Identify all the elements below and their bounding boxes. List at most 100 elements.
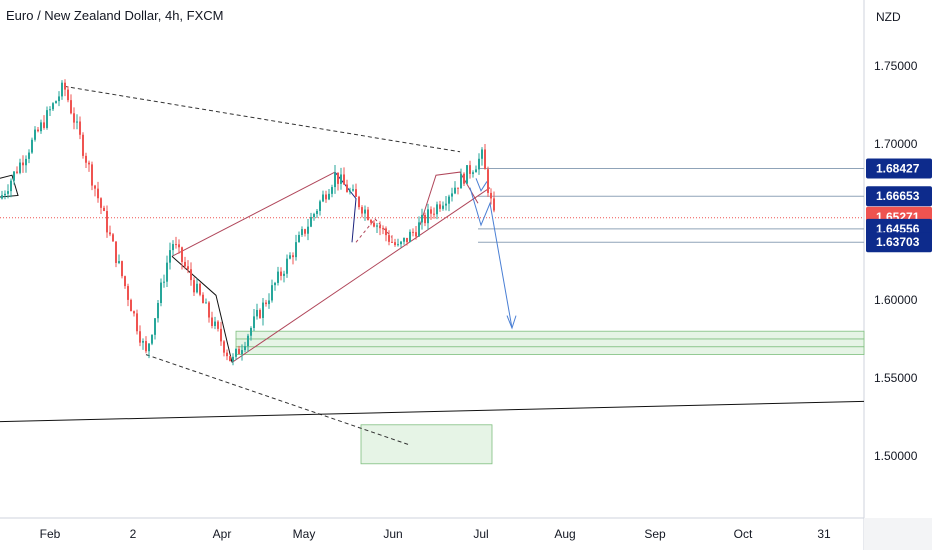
candle-body: [274, 282, 276, 286]
upper-trendline: [63, 85, 461, 153]
candle-body: [244, 346, 246, 351]
price-tick-label: 1.60000: [874, 293, 918, 307]
target-zone: [235, 346, 865, 355]
candle-body: [214, 321, 216, 327]
candle-body: [439, 204, 441, 209]
time-tick-label: 2: [130, 527, 137, 541]
time-tick-label: Aug: [554, 527, 575, 541]
candle-body: [151, 334, 153, 344]
candle-body: [352, 189, 354, 191]
candle-body: [268, 300, 270, 305]
pattern-top: [419, 171, 479, 226]
candle-body: [427, 209, 429, 224]
candle-body: [49, 109, 51, 111]
candle-body: [295, 242, 297, 258]
currency-label: NZD: [876, 10, 901, 24]
candle-body: [283, 273, 285, 276]
candle-body: [7, 191, 9, 194]
channel-lower: [231, 187, 491, 363]
candle-body: [349, 190, 351, 193]
candle-body: [43, 122, 45, 128]
candle-body: [379, 225, 381, 229]
time-tick-label: Jul: [473, 527, 488, 541]
candle-body: [94, 185, 96, 189]
candle-body: [400, 241, 402, 245]
candle-body: [259, 310, 261, 318]
candle-body: [130, 299, 132, 312]
candle-body: [64, 82, 66, 90]
candle-body: [448, 196, 450, 204]
candle-body: [298, 234, 300, 243]
time-tick-label: Feb: [40, 527, 61, 541]
level-badge: [866, 158, 932, 179]
candle-body: [313, 213, 315, 218]
candle-body: [133, 311, 135, 314]
candle-body: [88, 162, 90, 165]
candle-body: [253, 316, 255, 328]
candle-body: [223, 341, 225, 353]
candle-body: [241, 350, 243, 354]
candle-body: [40, 122, 42, 132]
candle-body: [19, 162, 21, 173]
candle-body: [484, 149, 486, 170]
candle-body: [493, 198, 495, 211]
candle-body: [472, 172, 474, 174]
candle-body: [124, 276, 126, 287]
price-axis[interactable]: 1.75000 1.70000 1.60000 1.55000 1.50000: [874, 59, 918, 463]
candle-body: [97, 188, 99, 199]
time-tick-label: May: [293, 527, 316, 541]
candle-body: [292, 255, 294, 258]
candle-body: [385, 228, 387, 236]
candle-body: [145, 341, 147, 352]
candle-body: [373, 222, 375, 227]
candle-body: [301, 229, 303, 235]
candle-body: [217, 321, 219, 329]
candle-body: [409, 231, 411, 243]
candle-body: [13, 171, 15, 181]
candle-body: [490, 192, 492, 199]
candle-body: [238, 348, 240, 354]
candle-body: [316, 210, 318, 214]
drawings: [0, 85, 865, 446]
time-axis[interactable]: Feb 2 Apr May Jun Jul Aug Sep Oct 31: [40, 527, 831, 541]
candle-body: [106, 210, 108, 233]
candle-body: [25, 158, 27, 166]
candle-body: [220, 328, 222, 342]
time-tick-label: Oct: [734, 527, 753, 541]
candle-body: [112, 234, 114, 242]
candle-body: [55, 101, 57, 104]
candle-body: [169, 250, 171, 263]
candle-body: [460, 173, 462, 189]
target-zone: [360, 424, 493, 465]
candle-body: [340, 174, 342, 184]
lower-trendline: [145, 354, 411, 446]
candle-body: [136, 313, 138, 332]
candle-body: [178, 244, 180, 248]
candle-body: [103, 207, 105, 211]
candle-body: [211, 317, 213, 327]
candle-body: [10, 180, 12, 192]
candle-body: [226, 352, 228, 357]
candle-body: [172, 244, 174, 251]
candle-body: [415, 232, 417, 237]
candle-body: [436, 204, 438, 215]
candle-body: [289, 255, 291, 259]
candle-body: [412, 231, 414, 233]
candle-body: [319, 201, 321, 211]
candle-body: [37, 129, 39, 132]
candle-body: [121, 261, 123, 277]
candle-body: [343, 174, 345, 185]
candle-body: [31, 139, 33, 153]
candle-body: [175, 244, 177, 246]
candle-body: [478, 158, 480, 170]
candle-body: [280, 271, 282, 276]
target-zone: [235, 338, 865, 348]
candle-body: [70, 100, 72, 114]
forecast-path: [469, 187, 513, 329]
candle-body: [52, 103, 54, 110]
candle-body: [424, 214, 426, 224]
candle-body: [229, 356, 231, 361]
price-tick-label: 1.75000: [874, 59, 918, 73]
candle-body: [235, 348, 237, 357]
